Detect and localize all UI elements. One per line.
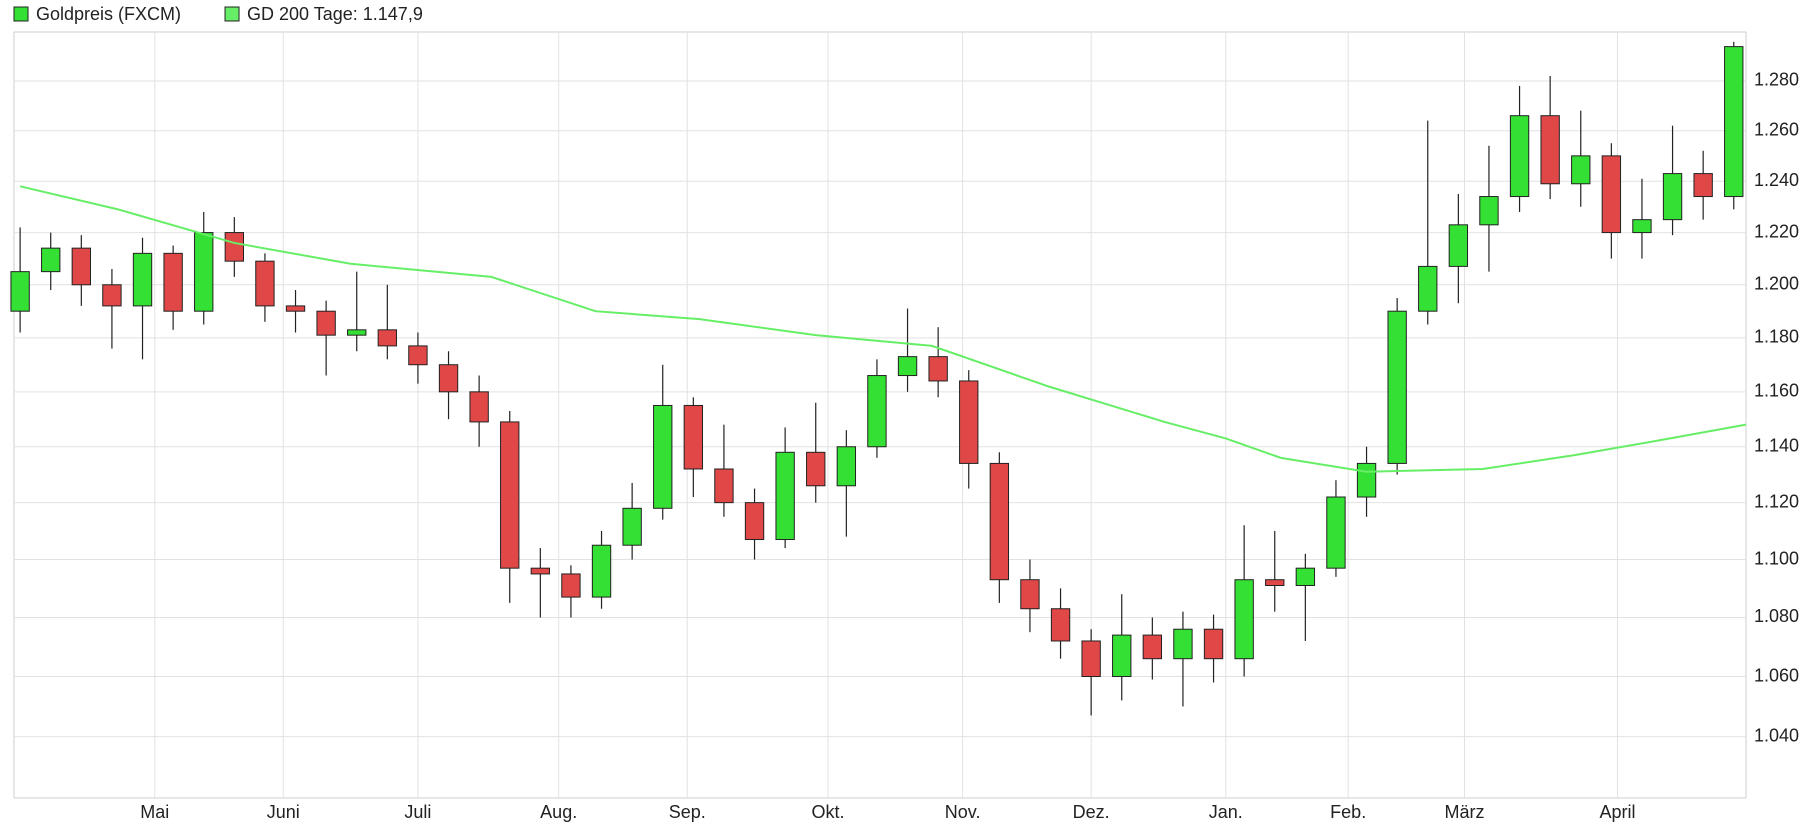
candle-body: [1142, 634, 1163, 660]
candle-body: [1112, 634, 1132, 678]
candle-body: [683, 404, 704, 470]
candle-body: [132, 252, 153, 307]
candle-body: [775, 451, 795, 541]
candle-body: [622, 507, 642, 546]
moving-average: [19, 185, 1747, 473]
legend-label: GD 200 Tage: 1.147,9: [247, 4, 423, 24]
candle-body: [285, 305, 306, 312]
candle-body: [1356, 462, 1377, 498]
candle-body: [1265, 579, 1285, 586]
y-tick-label: 1.180: [1754, 327, 1799, 347]
candle-body: [989, 462, 1010, 581]
candle-body: [897, 356, 918, 377]
candle-body: [71, 247, 92, 286]
x-tick-label: Mai: [140, 802, 169, 822]
y-tick-label: 1.220: [1754, 221, 1799, 241]
candle-body: [1632, 219, 1652, 234]
candle-body: [1571, 155, 1591, 185]
legend-swatch: [13, 6, 29, 22]
candle-body: [41, 247, 61, 273]
candle-body: [1203, 628, 1224, 660]
legend-label: Goldpreis (FXCM): [36, 4, 181, 24]
x-tick-label: März: [1444, 802, 1484, 822]
candle-body: [347, 329, 367, 336]
candle-body: [959, 380, 979, 464]
candle-body: [1509, 115, 1530, 198]
candle-body: [1662, 173, 1683, 221]
candle-body: [255, 260, 275, 307]
x-tick-label: Sep.: [669, 802, 706, 822]
x-tick-label: Nov.: [945, 802, 981, 822]
candle-body: [1295, 567, 1316, 586]
candle-body: [102, 284, 122, 307]
candle-body: [1479, 196, 1499, 226]
x-tick-label: Juni: [267, 802, 300, 822]
candle-body: [163, 252, 183, 312]
candle-body: [1020, 579, 1040, 610]
y-tick-label: 1.080: [1754, 606, 1799, 626]
candle-body: [530, 567, 551, 575]
candle-body: [591, 544, 612, 598]
x-tick-label: Feb.: [1330, 802, 1366, 822]
candle-body: [928, 356, 948, 382]
y-tick-label: 1.100: [1754, 548, 1799, 568]
y-tick-label: 1.040: [1754, 725, 1799, 745]
candle-body: [714, 468, 734, 504]
candle-body: [561, 573, 581, 598]
candle-body: [1326, 496, 1346, 569]
candle-body: [224, 232, 245, 262]
candle-body: [1050, 608, 1071, 642]
x-tick-label: April: [1599, 802, 1635, 822]
candle-body: [500, 421, 520, 569]
y-tick-label: 1.240: [1754, 170, 1799, 190]
candle-body: [377, 329, 398, 347]
y-tick-label: 1.160: [1754, 381, 1799, 401]
y-tick-label: 1.120: [1754, 491, 1799, 511]
candle-body: [438, 364, 459, 393]
candle-body: [194, 232, 214, 312]
candle-body: [806, 451, 826, 487]
candle-body: [1387, 310, 1407, 464]
y-tick-label: 1.060: [1754, 665, 1799, 685]
candle-body: [867, 375, 887, 448]
candle-body: [1081, 640, 1101, 678]
candle-body: [469, 391, 489, 423]
y-tick-label: 1.260: [1754, 119, 1799, 139]
x-tick-label: Jan.: [1209, 802, 1243, 822]
x-tick-label: Dez.: [1073, 802, 1110, 822]
candle-body: [316, 310, 336, 336]
candle-body: [1418, 265, 1438, 312]
legend-swatch: [224, 6, 240, 22]
y-tick-label: 1.140: [1754, 436, 1799, 456]
candle-body: [744, 502, 765, 541]
candle-body: [1601, 155, 1622, 234]
x-tick-label: Aug.: [540, 802, 577, 822]
candle-body: [408, 345, 428, 366]
candle-body: [1693, 173, 1713, 198]
candle-body: [10, 271, 30, 312]
candle-body: [1448, 224, 1469, 267]
candle-body: [1234, 579, 1254, 660]
y-tick-label: 1.280: [1754, 70, 1799, 90]
candle-body: [653, 404, 673, 509]
x-tick-label: Okt.: [811, 802, 844, 822]
y-tick-label: 1.200: [1754, 274, 1799, 294]
candle-body: [1173, 628, 1193, 660]
candle-body: [1540, 115, 1560, 185]
candle-body: [1724, 46, 1744, 198]
candle-body: [836, 446, 857, 487]
x-tick-label: Juli: [404, 802, 431, 822]
